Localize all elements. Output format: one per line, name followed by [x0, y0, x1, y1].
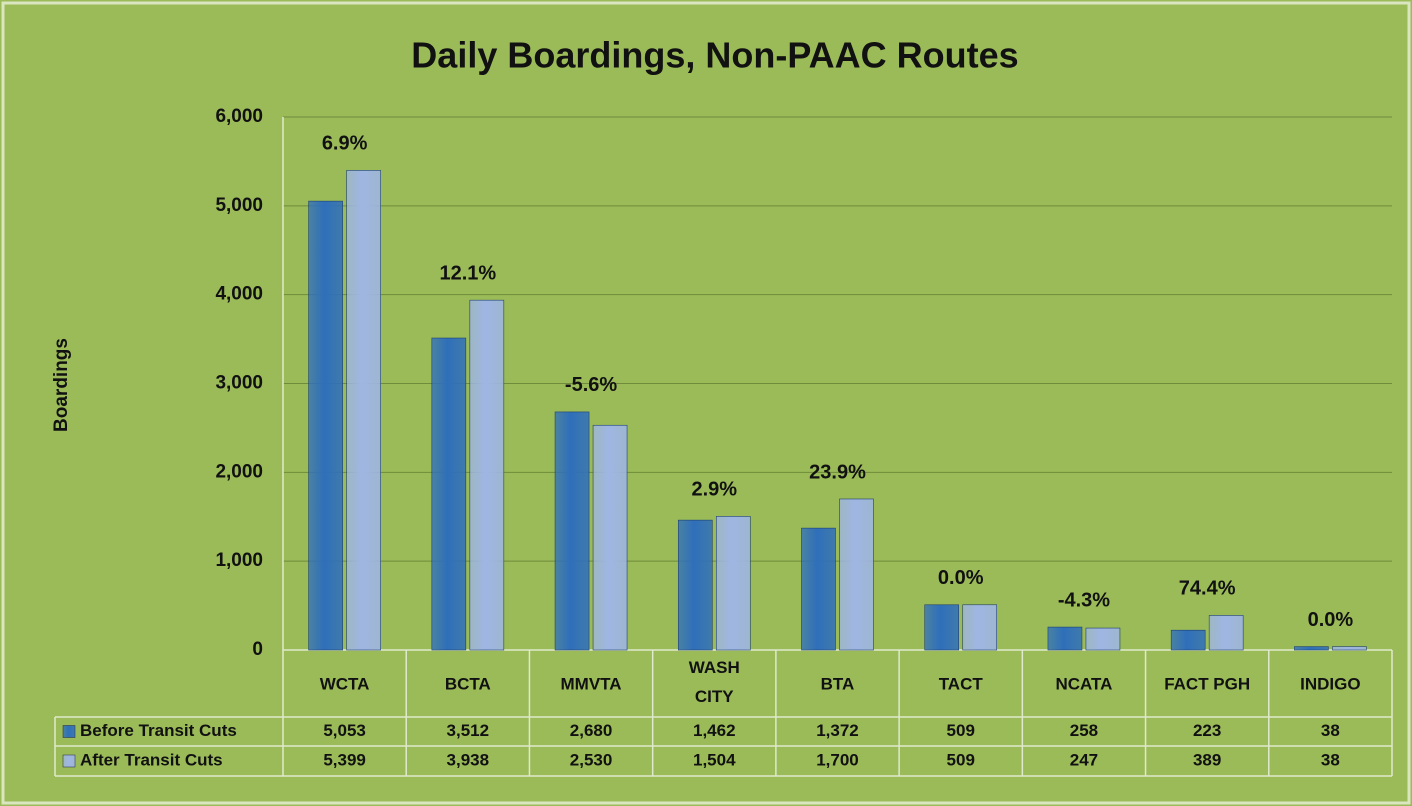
table-cell: 389 — [1193, 750, 1221, 769]
annotation: 0.0% — [938, 567, 984, 589]
annotation: -4.3% — [1058, 589, 1110, 611]
x-tick-label: WCTA — [320, 674, 370, 693]
x-tick-label: INDIGO — [1300, 674, 1360, 693]
x-tick-label: NCATA — [1055, 674, 1112, 693]
bar — [469, 299, 505, 651]
table-cell: 2,530 — [570, 750, 613, 769]
bar — [1332, 646, 1367, 651]
table-cell: 1,372 — [816, 721, 859, 740]
x-tick-label: BCTA — [445, 674, 491, 693]
y-tick-label: 6,000 — [215, 106, 263, 127]
bar — [592, 424, 628, 651]
annotation: 6.9% — [322, 133, 368, 155]
bar — [962, 604, 998, 651]
bar — [1208, 615, 1244, 651]
bar — [1085, 627, 1121, 651]
table-cell: 5,399 — [323, 750, 366, 769]
bar — [1170, 629, 1206, 651]
y-tick-label: 2,000 — [215, 461, 263, 482]
bar — [1294, 646, 1329, 651]
x-tick-label: BTA — [821, 674, 855, 693]
annotation: 0.0% — [1308, 609, 1354, 631]
legend-key — [62, 754, 76, 768]
table-cell: 3,512 — [447, 721, 490, 740]
table-cell: 1,462 — [693, 721, 736, 740]
y-tick-label: 4,000 — [215, 284, 263, 305]
table-cell: 509 — [947, 750, 975, 769]
y-tick-label: 1,000 — [215, 550, 263, 571]
table-cell: 247 — [1070, 750, 1098, 769]
y-tick-label: 3,000 — [215, 373, 263, 394]
x-tick-label: TACT — [939, 674, 984, 693]
table-cell: 2,680 — [570, 721, 613, 740]
table-cell: 258 — [1070, 721, 1098, 740]
table-cell: 1,504 — [693, 750, 736, 769]
legend-label: After Transit Cuts — [80, 750, 223, 769]
table-cell: 38 — [1321, 721, 1340, 740]
y-tick-label: 0 — [252, 639, 263, 660]
x-tick-label: MMVTA — [561, 674, 622, 693]
annotation: 74.4% — [1179, 578, 1236, 600]
chart-title: Daily Boardings, Non-PAAC Routes — [411, 35, 1018, 76]
bar — [924, 604, 960, 651]
legend-label: Before Transit Cuts — [80, 721, 237, 740]
bar — [677, 519, 713, 651]
bar — [839, 498, 874, 651]
annotation: 2.9% — [691, 479, 737, 501]
x-tick-label: FACT PGH — [1164, 674, 1250, 693]
table-cell: 1,700 — [816, 750, 859, 769]
bar — [801, 527, 836, 651]
table-cell: 223 — [1193, 721, 1221, 740]
bar — [308, 200, 343, 651]
annotation: -5.6% — [565, 374, 617, 396]
y-axis-label: Boardings — [51, 338, 72, 432]
legend-key — [62, 725, 76, 738]
table-cell: 5,053 — [323, 721, 366, 740]
annotation: 23.9% — [809, 461, 866, 483]
annotation: 12.1% — [439, 262, 496, 284]
bar — [715, 516, 751, 651]
table-cell: 38 — [1321, 750, 1340, 769]
bar — [431, 337, 467, 651]
bar — [346, 170, 381, 651]
bar — [1047, 626, 1083, 651]
x-tick-label: WASH CITY — [689, 658, 740, 706]
bar — [554, 411, 590, 651]
table-cell: 3,938 — [447, 750, 490, 769]
y-tick-label: 5,000 — [215, 195, 263, 216]
table-cell: 509 — [947, 721, 975, 740]
